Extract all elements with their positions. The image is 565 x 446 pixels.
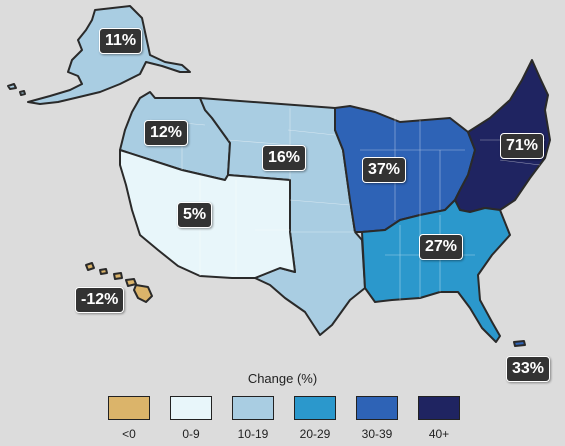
legend-label-30-39: 30-39 — [361, 427, 393, 441]
northwest-value-badge: 12% — [144, 120, 189, 146]
legend-swatch-10-19 — [232, 396, 274, 420]
legend-swatch-20-29 — [294, 396, 336, 420]
legend-label-negative: <0 — [122, 427, 136, 441]
aleutian-islands — [7, 83, 26, 96]
legend-label-10-19: 10-19 — [237, 427, 269, 441]
legend-label-40-plus: 40+ — [428, 427, 450, 441]
legend-label-20-29: 20-29 — [299, 427, 331, 441]
legend-swatch-40-plus — [418, 396, 460, 420]
hawaii-value-badge: -12% — [75, 287, 125, 313]
legend-title: Change (%) — [247, 371, 318, 386]
hawaii-region — [85, 262, 153, 303]
southeast-region — [361, 199, 511, 343]
southeast-value-badge: 27% — [419, 234, 464, 260]
legend-swatch-30-39 — [356, 396, 398, 420]
alaska-shape — [27, 5, 191, 105]
midwest-value-badge: 37% — [362, 157, 407, 183]
legend-swatch-negative — [108, 396, 150, 420]
alaska-region — [7, 5, 191, 105]
southwest-value-badge: 5% — [177, 202, 213, 228]
legend-swatch-0-9 — [170, 396, 212, 420]
puerto-rico-value-badge: 33% — [506, 356, 551, 382]
alaska-value-badge: 11% — [99, 28, 143, 54]
legend-label-0-9: 0-9 — [182, 427, 200, 441]
puerto-rico-region — [513, 340, 526, 347]
northeast-value-badge: 71% — [500, 133, 545, 159]
great-plains-value-badge: 16% — [262, 145, 307, 171]
